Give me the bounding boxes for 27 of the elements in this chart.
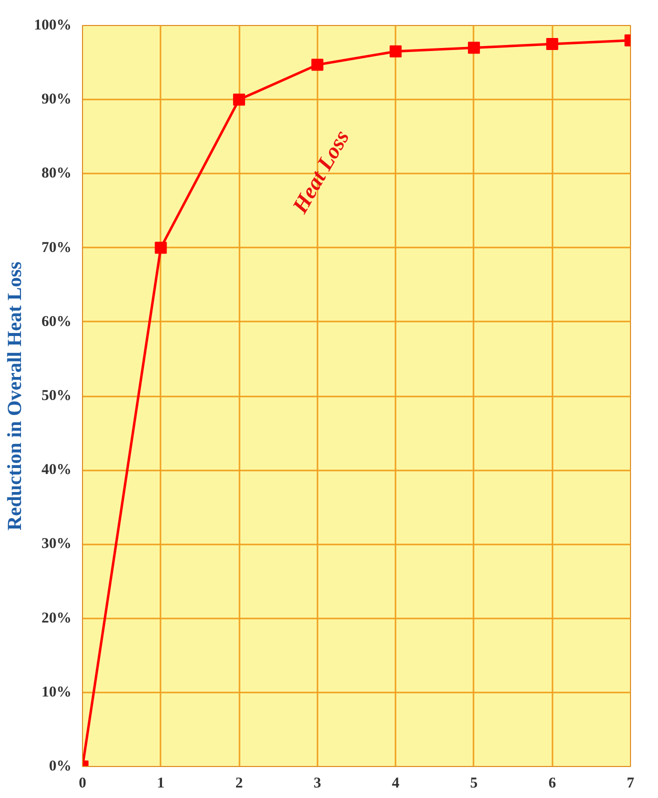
- point: [546, 38, 558, 50]
- x-tick-label: 0: [78, 776, 86, 792]
- point: [311, 58, 324, 71]
- y-axis-title: Reduction in Overall Heat Loss: [4, 261, 26, 530]
- y-tick-label: 80%: [42, 166, 72, 182]
- y-tick-label: 40%: [42, 462, 72, 478]
- x-tick-label: 3: [314, 776, 322, 792]
- x-tick-label: 2: [235, 776, 243, 792]
- y-tick-label: 70%: [42, 240, 72, 256]
- point: [390, 45, 402, 58]
- y-tick-label: 10%: [42, 684, 72, 700]
- y-tick-label: 60%: [42, 314, 72, 330]
- point: [468, 42, 480, 54]
- x-tick-label: 6: [548, 776, 556, 792]
- y-tick-label: 90%: [42, 92, 72, 108]
- point: [154, 242, 167, 254]
- x-tick-label: 4: [392, 776, 400, 792]
- x-tick-label: 1: [157, 776, 165, 792]
- y-tick-label: 20%: [42, 610, 72, 626]
- y-tick-label: 50%: [42, 388, 72, 404]
- y-tick-label: 0%: [49, 758, 72, 774]
- x-tick-label: 5: [470, 776, 478, 792]
- y-tick-label: 30%: [42, 536, 72, 552]
- y-tick-label: 100%: [34, 18, 72, 34]
- point: [233, 94, 246, 106]
- x-tick-label: 7: [626, 776, 635, 792]
- annotation: Heat Loss: [286, 126, 354, 218]
